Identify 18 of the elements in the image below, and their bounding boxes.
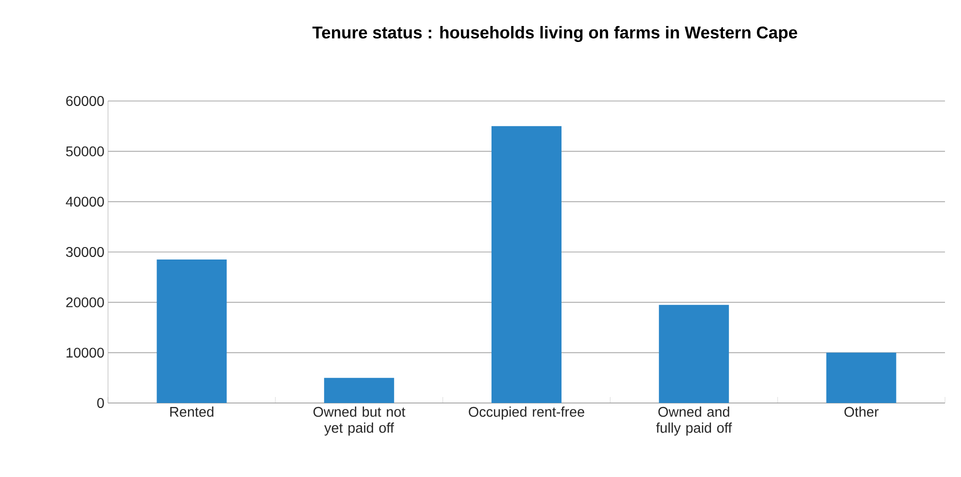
x-tick-label: Occupied rent-free xyxy=(468,406,584,420)
chart-title: Tenure status : households living on farms in Western Cape xyxy=(312,26,798,42)
x-tick-label: Other xyxy=(844,406,879,417)
y-tick-label: 60000 xyxy=(66,96,104,106)
y-tick-label: 0 xyxy=(97,398,104,408)
x-tick-label: Owned and fully paid off xyxy=(656,406,732,436)
y-tick-label: 20000 xyxy=(66,297,104,308)
bar xyxy=(826,352,896,403)
bar xyxy=(658,304,729,403)
bar xyxy=(156,260,227,403)
y-tick-label: 30000 xyxy=(66,247,104,257)
x-tick-label: Owned but not yet paid off xyxy=(313,406,406,436)
y-tick-label: 50000 xyxy=(66,146,104,156)
bar xyxy=(324,378,394,403)
y-tick-label: 40000 xyxy=(66,196,104,207)
y-tick-label: 10000 xyxy=(66,348,104,358)
x-tick-label: Rented xyxy=(170,406,214,417)
bar xyxy=(492,126,562,403)
